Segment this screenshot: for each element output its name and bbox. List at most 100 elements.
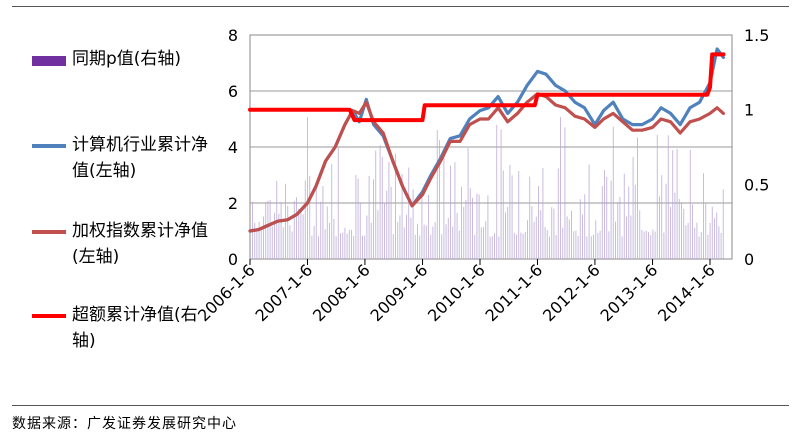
p-value-bar — [412, 189, 414, 259]
p-value-bar — [263, 216, 264, 259]
p-value-bar — [542, 167, 544, 259]
p-value-bar — [282, 227, 284, 259]
p-value-bar — [406, 214, 407, 259]
p-value-bar — [509, 164, 511, 259]
p-value-bar — [337, 147, 339, 259]
chart-svg: 0246800.511.52006-1-62007-1-62008-1-6200… — [194, 26, 769, 325]
p-value-bar — [595, 220, 597, 259]
p-value-bar — [672, 150, 674, 259]
p-value-bar — [694, 227, 696, 259]
p-value-bar — [634, 184, 636, 259]
p-value-bar — [333, 218, 335, 259]
p-value-bar — [439, 140, 440, 259]
p-value-bar — [566, 216, 568, 259]
p-value-bar — [621, 236, 623, 259]
p-value-bar — [527, 220, 528, 259]
p-value-bar — [430, 234, 432, 259]
p-value-bar — [274, 212, 275, 259]
p-value-bar — [667, 135, 669, 259]
p-value-bar — [267, 200, 269, 259]
p-value-bar — [676, 148, 678, 259]
p-value-bar — [718, 226, 720, 259]
p-value-bar — [562, 227, 564, 259]
p-value-bar — [289, 225, 291, 259]
y-left-tick-label: 8 — [228, 26, 238, 45]
p-value-bar — [302, 214, 304, 259]
p-value-bar — [516, 234, 517, 259]
p-value-bar — [315, 181, 317, 259]
p-value-bar — [711, 206, 713, 259]
p-value-bar — [610, 180, 612, 259]
p-value-bar — [298, 208, 300, 259]
p-value-bar — [419, 235, 421, 259]
p-value-bar — [379, 145, 381, 259]
p-value-bar — [355, 175, 357, 259]
p-value-bar — [716, 212, 718, 259]
p-value-bar — [476, 193, 478, 259]
p-value-bar — [698, 236, 700, 259]
p-value-bar — [641, 229, 643, 259]
p-value-bar — [619, 196, 621, 259]
p-value-bar — [265, 201, 267, 259]
p-value-bar — [329, 222, 330, 259]
p-value-bar — [390, 186, 392, 259]
p-value-bar — [571, 210, 572, 259]
p-value-bar — [421, 193, 423, 259]
p-value-bar — [397, 222, 399, 259]
p-value-bar — [399, 215, 401, 259]
p-value-bar — [524, 231, 526, 259]
p-value-bar — [696, 222, 698, 259]
p-value-bar — [425, 225, 427, 259]
p-value-bar — [663, 232, 665, 259]
y-left-tick-label: 0 — [228, 250, 238, 269]
p-value-bar — [428, 194, 429, 259]
p-value-bar — [461, 186, 462, 259]
p-value-bar — [549, 236, 550, 259]
p-value-bar — [648, 232, 649, 259]
p-value-bar — [368, 175, 370, 259]
p-value-bar — [335, 236, 337, 259]
p-value-bar — [665, 183, 667, 259]
p-value-bar — [364, 235, 366, 259]
p-value-bar — [579, 199, 581, 259]
chart-frame: 0 2 4 6 8 0 0.5 1 1.5 2006-1-6 2007-1-6 2008-1-6 200… — [12, 7, 789, 385]
p-value-bar — [568, 219, 570, 259]
p-value-bar — [670, 206, 671, 259]
p-value-bar — [573, 231, 575, 259]
p-value-bar — [637, 137, 638, 259]
p-value-bar — [370, 222, 372, 259]
p-value-bar — [258, 221, 260, 259]
p-value-bar — [505, 212, 506, 259]
p-value-bar — [331, 163, 333, 259]
p-value-bar — [656, 134, 658, 259]
p-value-bar — [456, 212, 458, 259]
p-value-bar — [601, 186, 603, 259]
p-value-bar — [465, 199, 467, 259]
p-value-bar — [280, 202, 282, 259]
y-right-tick-label: 0 — [744, 250, 754, 269]
p-value-bar — [720, 232, 722, 259]
p-value-bar — [443, 152, 445, 259]
p-value-bar — [700, 231, 702, 259]
y-left-tick-label: 6 — [228, 82, 238, 101]
p-value-bar — [485, 221, 487, 259]
p-value-bar — [351, 229, 352, 259]
p-value-bar — [557, 168, 559, 259]
p-value-bar — [703, 173, 704, 259]
p-value-bar — [480, 227, 482, 259]
p-value-bar — [417, 223, 418, 259]
top-rule — [12, 6, 789, 7]
p-value-bar — [318, 236, 319, 259]
p-value-bar — [538, 186, 539, 259]
p-value-bar — [709, 222, 711, 259]
p-value-bar — [643, 231, 645, 259]
p-value-bar — [357, 178, 359, 259]
p-value-bar — [564, 127, 566, 260]
p-value-bar — [560, 117, 561, 259]
p-value-bar — [685, 225, 687, 259]
p-value-bar — [324, 229, 326, 259]
p-value-bar — [683, 208, 685, 259]
p-value-bar — [469, 188, 471, 259]
p-value-bar — [445, 224, 447, 259]
p-value-bar — [432, 226, 434, 259]
